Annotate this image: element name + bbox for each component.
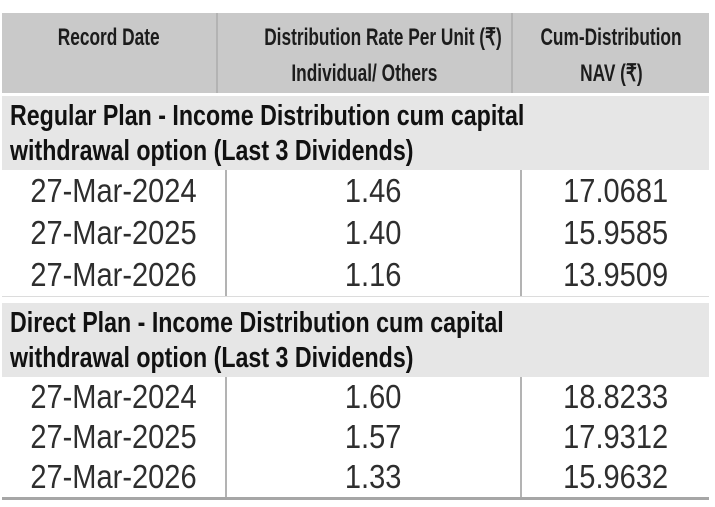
nav-cell: 15.9585	[563, 214, 668, 251]
column-divider	[520, 377, 522, 417]
column-divider	[216, 13, 219, 93]
nav-cell: 13.9509	[563, 256, 668, 293]
column-divider	[225, 377, 227, 417]
header-cum-distribution-line1: Cum-Distribution	[540, 24, 682, 51]
header-record-date-label: Record Date	[58, 24, 160, 51]
table-row: 27-Mar-2024 1.60 18.8233	[2, 377, 709, 417]
rate-cell: 1.60	[345, 378, 402, 415]
column-divider	[520, 170, 522, 212]
column-divider	[225, 170, 227, 212]
direct-plan-title-line2: withdrawal option (Last 3 Dividends)	[10, 342, 414, 374]
header-distribution-rate-line1: Distribution Rate Per Unit (₹)	[264, 24, 502, 51]
column-divider	[225, 417, 227, 457]
header-distribution-rate-line2: Individual/ Others	[291, 60, 438, 87]
record-date-cell: 27-Mar-2025	[30, 214, 197, 251]
column-divider	[225, 254, 227, 296]
table-row: 27-Mar-2025 1.40 15.9585	[2, 212, 709, 254]
table-row: 27-Mar-2024 1.46 17.0681	[2, 170, 709, 212]
column-divider	[520, 457, 522, 497]
nav-cell: 17.9312	[563, 418, 668, 455]
header-record-date: Record Date	[2, 13, 216, 93]
record-date-cell: 27-Mar-2024	[30, 378, 197, 415]
rate-cell: 1.16	[345, 256, 402, 293]
regular-plan-rows: 27-Mar-2024 1.46 17.0681 27-Mar-2025 1.4…	[2, 170, 709, 297]
rate-cell: 1.46	[345, 172, 402, 209]
column-divider	[511, 13, 514, 93]
table-row: 27-Mar-2026 1.33 15.9632	[2, 457, 709, 497]
record-date-cell: 27-Mar-2025	[30, 418, 197, 455]
record-date-cell: 27-Mar-2026	[30, 256, 197, 293]
column-divider	[520, 254, 522, 296]
section-header-regular-plan: Regular Plan - Income Distribution cum c…	[2, 96, 709, 170]
nav-cell: 17.0681	[563, 172, 668, 209]
rate-cell: 1.40	[345, 214, 402, 251]
header-distribution-rate: Distribution Rate Per Unit (₹) Individua…	[218, 13, 511, 93]
record-date-cell: 27-Mar-2026	[30, 458, 197, 495]
header-cum-distribution-nav: Cum-Distribution NAV (₹)	[513, 13, 709, 93]
regular-plan-title-line1: Regular Plan - Income Distribution cum c…	[10, 100, 525, 132]
rate-cell: 1.57	[345, 418, 402, 455]
section-header-direct-plan: Direct Plan - Income Distribution cum ca…	[2, 303, 709, 377]
column-divider	[225, 212, 227, 254]
column-divider	[520, 417, 522, 457]
rate-cell: 1.33	[345, 458, 402, 495]
table-row: 27-Mar-2025 1.57 17.9312	[2, 417, 709, 457]
table-row: 27-Mar-2026 1.16 13.9509	[2, 254, 709, 296]
nav-cell: 18.8233	[563, 378, 668, 415]
header-cum-distribution-line2: NAV (₹)	[579, 60, 643, 87]
regular-plan-title-line2: withdrawal option (Last 3 Dividends)	[10, 135, 414, 167]
dividend-history-table: Record Date Distribution Rate Per Unit (…	[2, 13, 709, 500]
record-date-cell: 27-Mar-2024	[30, 172, 197, 209]
direct-plan-rows: 27-Mar-2024 1.60 18.8233 27-Mar-2025 1.5…	[2, 377, 709, 500]
nav-cell: 15.9632	[563, 458, 668, 495]
column-divider	[520, 212, 522, 254]
table-header-row: Record Date Distribution Rate Per Unit (…	[2, 13, 709, 93]
column-divider	[225, 457, 227, 497]
direct-plan-title-line1: Direct Plan - Income Distribution cum ca…	[10, 307, 504, 339]
